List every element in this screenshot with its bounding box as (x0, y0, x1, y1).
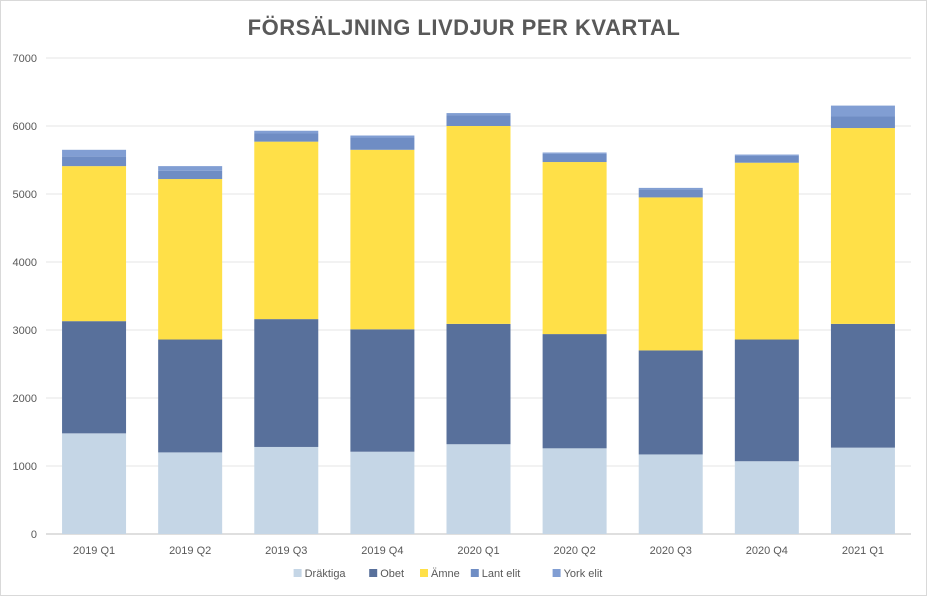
bar-segment (254, 133, 319, 142)
bar-segment (158, 452, 223, 534)
bar-segment (830, 323, 895, 448)
x-tick-label: 2020 Q1 (457, 545, 499, 557)
y-axis-ticks: 0 1000 2000 3000 4000 5000 6000 7000 (13, 53, 37, 541)
bar-segment (446, 444, 511, 534)
bar-segment (350, 451, 415, 534)
bar-segment (638, 350, 703, 455)
bar-segment (638, 187, 703, 190)
bar-segment (638, 189, 703, 198)
bar-segment (830, 447, 895, 534)
bar-segment (542, 162, 607, 335)
x-tick-label: 2020 Q2 (554, 545, 596, 557)
bar-segment (638, 197, 703, 351)
y-tick-label: 5000 (13, 189, 37, 201)
bars (62, 105, 895, 534)
bar-segment (62, 149, 127, 157)
bar-segment (446, 323, 511, 445)
bar-segment (254, 446, 319, 534)
legend-label: Ämne (431, 568, 460, 580)
x-tick-label: 2019 Q2 (169, 545, 211, 557)
bar-segment (350, 149, 415, 330)
legend-label: Lant elit (482, 568, 521, 580)
x-tick-label: 2021 Q1 (842, 545, 884, 557)
bar-segment (62, 166, 127, 322)
x-tick-label: 2020 Q4 (746, 545, 788, 557)
bar-segment (446, 126, 511, 324)
bar-segment (734, 154, 799, 156)
y-tick-label: 4000 (13, 257, 37, 269)
bar-segment (734, 155, 799, 163)
y-tick-label: 7000 (13, 53, 37, 65)
bar-segment (62, 433, 127, 534)
bar-segment (158, 166, 223, 171)
x-tick-label: 2019 Q1 (73, 545, 115, 557)
x-axis-ticks: 2019 Q1 2019 Q2 2019 Q3 2019 Q4 2020 Q1 2020 … (73, 545, 884, 557)
bar-segment (158, 170, 223, 180)
legend-swatch (369, 569, 378, 577)
bar-segment (158, 179, 223, 340)
bar-segment (734, 461, 799, 534)
bar-segment (254, 141, 319, 320)
chart-title: FÖRSÄLJNING LIVDJUR PER KVARTAL (248, 15, 681, 40)
bar-segment (734, 339, 799, 462)
bar-segment (830, 128, 895, 324)
y-tick-label: 6000 (13, 121, 37, 133)
bar-segment (254, 130, 319, 134)
y-tick-label: 1000 (13, 461, 37, 473)
bar-segment (350, 137, 415, 150)
legend-swatch (470, 569, 479, 577)
bar-segment (542, 152, 607, 154)
bar-segment (350, 135, 415, 138)
y-tick-label: 3000 (13, 325, 37, 337)
x-tick-label: 2019 Q3 (265, 545, 307, 557)
legend-swatch (293, 569, 302, 577)
bar-segment (542, 448, 607, 534)
bar-segment (542, 153, 607, 163)
bar-segment (62, 156, 127, 167)
bar-segment (446, 115, 511, 126)
bar-segment (446, 113, 511, 116)
bar-segment (830, 116, 895, 129)
y-tick-label: 0 (31, 529, 37, 541)
bar-segment (350, 329, 415, 452)
legend: Dräktiga Obet Ämne Lant elit York elit (293, 568, 603, 580)
y-tick-label: 2000 (13, 393, 37, 405)
bar-segment (542, 334, 607, 449)
x-tick-label: 2019 Q4 (361, 545, 403, 557)
bar-segment (158, 339, 223, 453)
bar-segment (734, 162, 799, 340)
legend-label: Dräktiga (305, 568, 347, 580)
legend-label: York elit (564, 568, 603, 580)
bar-segment (830, 105, 895, 117)
bar-segment (638, 454, 703, 534)
legend-label: Obet (380, 568, 404, 580)
bar-segment (254, 319, 319, 447)
legend-swatch (552, 569, 561, 577)
legend-swatch (420, 569, 428, 577)
x-tick-label: 2020 Q3 (650, 545, 692, 557)
bar-segment (62, 321, 127, 434)
